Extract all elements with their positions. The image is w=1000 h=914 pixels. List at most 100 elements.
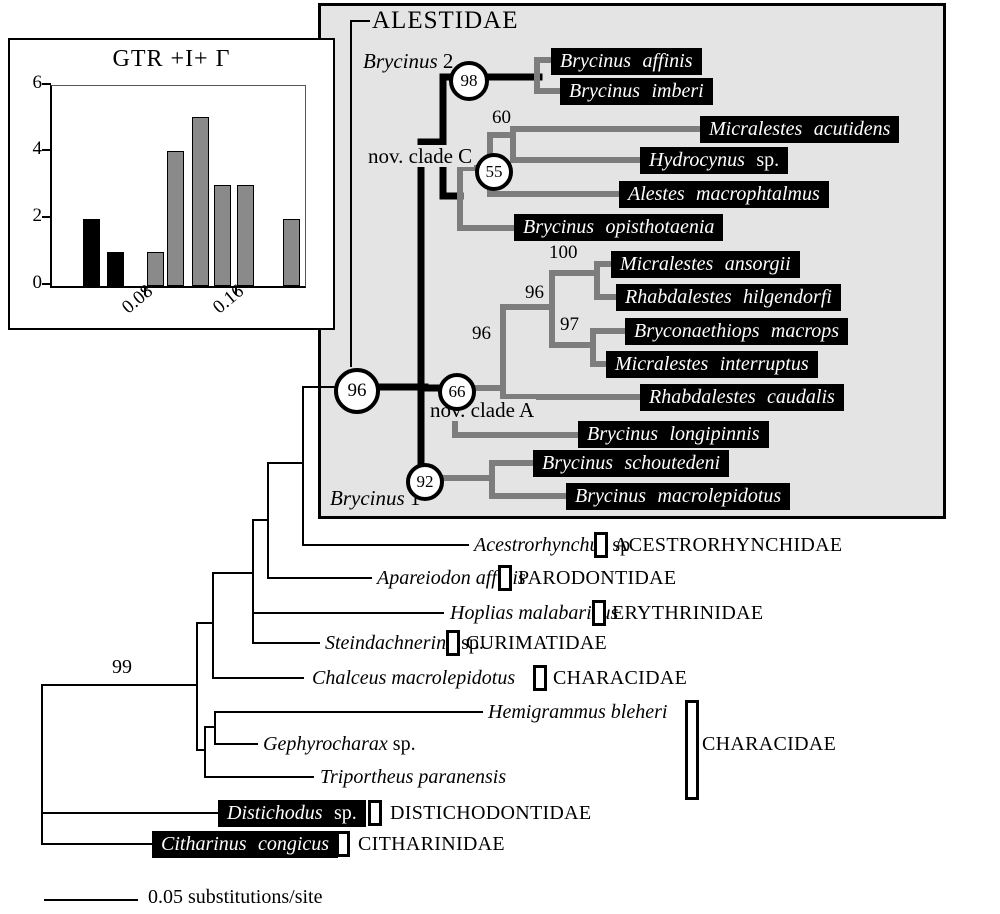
taxon-brycinus-macrolepidotus: Brycinus macrolepidotus — [566, 483, 791, 510]
taxon-name: Gephyrocharax — [263, 733, 388, 755]
taxon-name: Brycinus schoutedeni — [542, 452, 721, 474]
taxon-name: Rhabdalestes hilgendorfi — [625, 286, 832, 308]
family-label-acestrorhynchidae: ACESTRORHYNCHIDAE — [614, 534, 843, 556]
node-support-66: 66 — [438, 373, 476, 411]
taxon-micralestes-acutidens: Micralestes acutidens — [700, 116, 900, 143]
clade-name-number: 2 — [442, 49, 454, 73]
taxon-name: Micralestes acutidens — [709, 118, 891, 140]
histogram-bar-1 — [107, 252, 124, 286]
taxon-micralestes-ansorgii: Micralestes ansorgii — [611, 251, 800, 278]
taxon-name: Citharinus congicus — [161, 833, 330, 855]
taxon-name: Micralestes ansorgii — [620, 253, 791, 275]
taxon-name: Brycinus affinis — [560, 50, 693, 72]
taxon-sp: sp. — [333, 802, 357, 824]
y-tickmark — [42, 149, 51, 151]
taxon-rhabdalestes-caudalis: Rhabdalestes caudalis — [640, 384, 844, 411]
family-label-characidae-chalceus: CHARACIDAE — [553, 667, 688, 689]
ingroup-black-branches — [368, 73, 543, 466]
taxon-hoplias-malabaricus: Hoplias malabaricus — [450, 602, 618, 624]
outgroup-branches — [41, 20, 483, 901]
taxon-name: Apareiodon affinis — [377, 567, 526, 589]
taxon-citharinus-congicus: Citharinus congicus — [152, 831, 339, 858]
taxon-sp: sp. — [461, 632, 484, 654]
taxon-name: Hemigrammus bleheri — [488, 701, 668, 723]
family-marker-icon — [533, 665, 547, 691]
histogram-bar-7 — [283, 219, 300, 286]
family-marker-icon — [594, 532, 608, 558]
support-label-96-lower: 96 — [472, 323, 491, 344]
histogram-bar-2 — [147, 252, 164, 286]
family-label-parodontidae: PARODONTIDAE — [518, 567, 677, 589]
chart-title: GTR +I+ Γ — [112, 46, 231, 72]
histogram-bar-5 — [214, 185, 231, 286]
family-title-alestidae: ALESTIDAE — [372, 7, 519, 34]
taxon-gephyrocharax-sp: Gephyrocharax sp. — [263, 733, 416, 755]
taxon-brycinus-affinis: Brycinus affinis — [551, 48, 702, 75]
taxon-name: Triportheus paranensis — [320, 766, 507, 788]
family-marker-icon — [498, 565, 512, 591]
taxon-name: Distichodus — [227, 802, 323, 824]
taxon-name: Bryconaethiops macrops — [634, 320, 840, 342]
taxon-steindachnerina-sp: Steindachnerina sp. — [325, 632, 484, 654]
taxon-name: Steindachnerina — [325, 632, 457, 654]
taxon-sp: sp — [612, 534, 631, 556]
clade-label-nov-clade-c: nov. clade C — [366, 144, 475, 168]
x-tickmark — [235, 287, 237, 295]
family-marker-icon — [446, 630, 460, 656]
taxon-alestes-macrophtalmus: Alestes macrophtalmus — [619, 181, 829, 208]
y-tick-2: 2 — [32, 205, 43, 226]
family-label-distichodontidae: DISTICHODONTIDAE — [390, 802, 592, 824]
scale-bar-label: 0.05 substitutions/site — [148, 886, 323, 908]
histogram-bar-4 — [192, 117, 209, 286]
node-support-96-root: 96 — [334, 368, 380, 414]
taxon-brycinus-longipinnis: Brycinus longipinnis — [578, 421, 769, 448]
family-label-characidae-bracket: CHARACIDAE — [702, 733, 837, 755]
taxon-acestrorhynchus-sp: Acestrorhynchus sp — [474, 534, 630, 556]
taxon-name: Micralestes interruptus — [615, 353, 809, 375]
taxon-rhabdalestes-hilgendorfi: Rhabdalestes hilgendorfi — [616, 284, 841, 311]
taxon-hemigrammus-bleheri: Hemigrammus bleheri — [488, 701, 667, 723]
support-label-96-upper: 96 — [525, 282, 544, 303]
taxon-name: Chalceus macrolepidotus — [312, 667, 516, 689]
histogram-bar-0 — [83, 219, 100, 286]
family-label-curimatidae: CURIMATIDAE — [466, 632, 608, 654]
taxon-name: Brycinus imberi — [569, 80, 704, 102]
node-support-55: 55 — [475, 153, 513, 191]
clade-name-italic: Brycinus — [363, 49, 438, 73]
y-tick-0: 0 — [32, 272, 43, 293]
taxon-micralestes-interruptus: Micralestes interruptus — [606, 351, 818, 378]
node-support-98: 98 — [449, 61, 489, 101]
family-marker-icon — [592, 600, 606, 626]
family-marker-icon — [368, 800, 382, 826]
taxon-bryconaethiops-macrops: Bryconaethiops macrops — [625, 318, 849, 345]
taxon-distichodus-sp: Distichodus sp. — [218, 800, 366, 827]
inset-chart: GTR +I+ Γ 6 4 2 0 0.08 0.16 — [8, 38, 335, 330]
node-support-92: 92 — [406, 463, 444, 501]
clade-label-brycinus-2: Brycinus 2 — [363, 50, 453, 72]
taxon-sp: sp. — [392, 733, 416, 755]
ingroup-gray-branches — [433, 57, 701, 499]
histogram-bar-6 — [237, 185, 254, 286]
y-tickmark — [42, 283, 51, 285]
support-label-60: 60 — [492, 107, 511, 128]
y-tick-4: 4 — [32, 138, 43, 159]
taxon-brycinus-imberi: Brycinus imberi — [560, 78, 713, 105]
taxon-brycinus-schoutedeni: Brycinus schoutedeni — [533, 450, 730, 477]
taxon-name: Brycinus macrolepidotus — [575, 485, 782, 507]
histogram-bar-3 — [167, 151, 184, 286]
taxon-name: Rhabdalestes caudalis — [649, 386, 835, 408]
support-label-97: 97 — [560, 314, 579, 335]
taxon-sp: sp. — [756, 149, 780, 171]
x-tickmark — [144, 287, 146, 295]
family-marker-icon — [336, 831, 350, 857]
family-label-citharinidae: CITHARINIDAE — [358, 833, 505, 855]
taxon-chalceus-macrolepidotus: Chalceus macrolepidotus — [312, 667, 515, 689]
inset-plot — [50, 85, 306, 288]
taxon-brycinus-opisthotaenia: Brycinus opisthotaenia — [514, 214, 724, 241]
characidae-bracket — [685, 700, 699, 800]
y-tickmark — [42, 216, 51, 218]
taxon-name: Brycinus opisthotaenia — [523, 216, 715, 238]
taxon-name: Brycinus longipinnis — [587, 423, 760, 445]
